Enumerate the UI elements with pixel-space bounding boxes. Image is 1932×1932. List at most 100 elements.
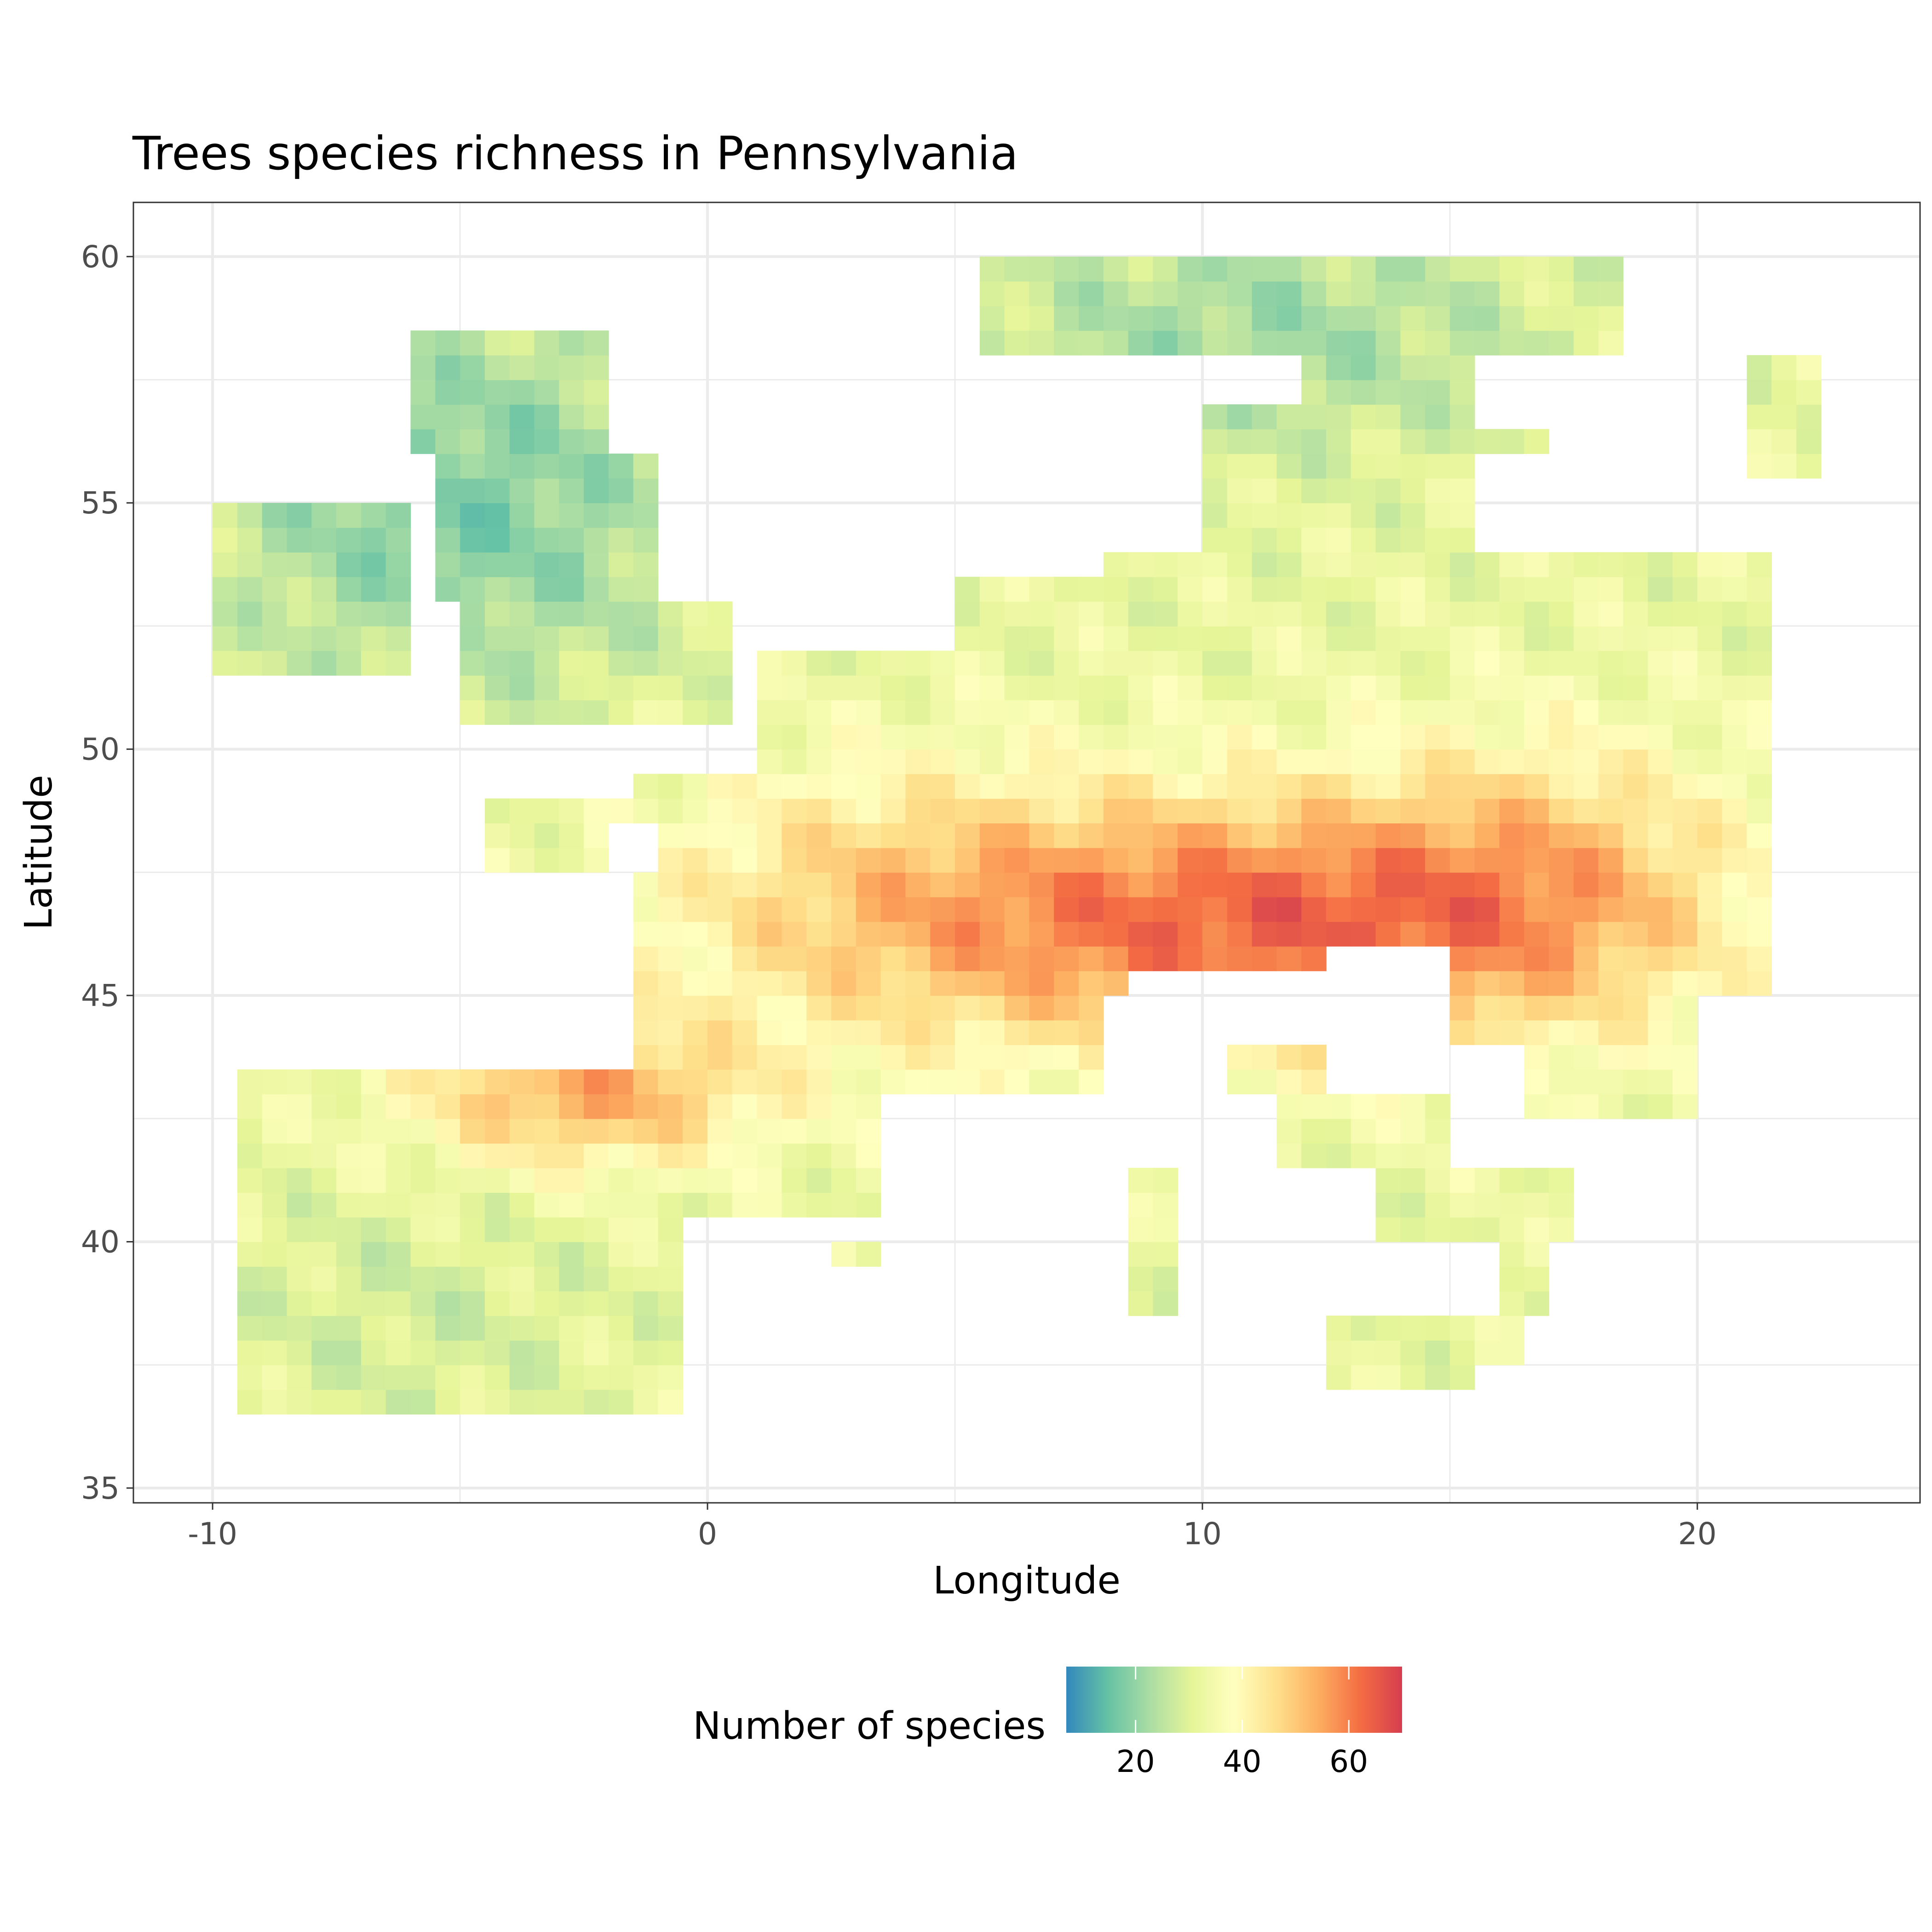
richness-cell <box>806 921 832 947</box>
richness-cell <box>1227 429 1253 454</box>
richness-cell <box>1499 576 1525 602</box>
x-tick-label: -10 <box>188 1516 237 1552</box>
richness-cell <box>1351 281 1376 306</box>
richness-cell <box>1400 1316 1426 1341</box>
x-tick-label: 20 <box>1678 1516 1717 1552</box>
richness-cell <box>831 1020 857 1045</box>
richness-cell <box>633 1291 659 1316</box>
richness-cell <box>608 675 634 701</box>
richness-cell <box>336 1143 362 1168</box>
richness-cell <box>930 971 955 996</box>
x-axis-title: Longitude <box>933 1559 1121 1603</box>
richness-cell <box>1499 330 1525 356</box>
richness-cell <box>1351 650 1376 676</box>
richness-cell <box>1004 995 1030 1021</box>
richness-cell <box>1351 749 1376 774</box>
richness-cell <box>955 823 980 848</box>
richness-cell <box>1648 1020 1673 1045</box>
richness-cell <box>336 601 362 627</box>
richness-cell <box>1178 601 1203 627</box>
richness-cell <box>385 1143 411 1168</box>
richness-cell <box>880 700 906 725</box>
richness-cell <box>361 527 386 553</box>
richness-cell <box>1747 552 1772 577</box>
richness-cell <box>484 1365 510 1390</box>
richness-cell <box>806 897 832 922</box>
x-axis: -10 0 10 20 <box>188 1503 1717 1552</box>
richness-cell <box>856 724 881 750</box>
richness-cell <box>1400 478 1426 503</box>
richness-cell <box>1474 576 1500 602</box>
richness-cell <box>509 650 535 676</box>
richness-cell <box>1276 724 1302 750</box>
richness-cell <box>806 1118 832 1144</box>
richness-cell <box>831 650 857 676</box>
richness-cell <box>732 995 758 1021</box>
richness-cell <box>1449 946 1475 972</box>
richness-cell <box>584 626 609 651</box>
richness-cell <box>509 1291 535 1316</box>
richness-cell <box>534 601 560 627</box>
richness-cell <box>262 552 288 577</box>
richness-cell <box>1747 626 1772 651</box>
richness-cell <box>534 380 560 405</box>
richness-cell <box>1276 454 1302 479</box>
richness-cell <box>1128 946 1154 972</box>
richness-cell <box>1202 576 1228 602</box>
richness-cell <box>1103 675 1129 701</box>
richness-cell <box>1747 798 1772 823</box>
richness-cell <box>385 1291 411 1316</box>
richness-cell <box>287 1118 312 1144</box>
richness-cell <box>1449 774 1475 799</box>
richness-cell <box>1623 774 1649 799</box>
richness-cell <box>1400 601 1426 627</box>
richness-cell <box>757 724 782 750</box>
richness-cell <box>361 552 386 577</box>
richness-cell <box>1573 1045 1599 1070</box>
richness-cell <box>880 897 906 922</box>
richness-cell <box>1128 1291 1154 1316</box>
richness-cell <box>1549 921 1574 947</box>
richness-cell <box>584 601 609 627</box>
richness-cell <box>559 503 584 528</box>
richness-cell <box>1079 897 1104 922</box>
richness-cell <box>1054 305 1079 331</box>
richness-cell <box>633 1389 659 1414</box>
richness-cell <box>385 650 411 676</box>
richness-cell <box>1697 576 1723 602</box>
richness-cell <box>1375 798 1401 823</box>
richness-cell <box>1351 380 1376 405</box>
richness-cell <box>1549 823 1574 848</box>
richness-cell <box>1301 921 1327 947</box>
richness-cell <box>1153 1217 1178 1242</box>
richness-cell <box>1673 971 1698 996</box>
richness-cell <box>707 1118 733 1144</box>
richness-cell <box>336 1389 362 1414</box>
richness-cell <box>1252 305 1277 331</box>
richness-cell <box>1276 576 1302 602</box>
richness-cell <box>1524 897 1549 922</box>
richness-cell <box>1425 404 1450 430</box>
richness-cell <box>484 1167 510 1193</box>
richness-cell <box>1697 626 1723 651</box>
richness-cell <box>435 527 460 553</box>
richness-cell <box>1673 1020 1698 1045</box>
richness-cell <box>979 256 1005 282</box>
richness-cell <box>534 527 560 553</box>
richness-cell <box>979 1045 1005 1070</box>
richness-cell <box>955 650 980 676</box>
richness-cell <box>237 626 263 651</box>
richness-cell <box>1227 774 1253 799</box>
richness-cell <box>213 626 238 651</box>
richness-cell <box>1351 700 1376 725</box>
richness-cell <box>336 1365 362 1390</box>
richness-cell <box>1499 650 1525 676</box>
richness-cell <box>831 798 857 823</box>
richness-cell <box>856 675 881 701</box>
richness-cell <box>1598 823 1624 848</box>
richness-cell <box>1276 675 1302 701</box>
richness-cell <box>1648 921 1673 947</box>
richness-cell <box>831 724 857 750</box>
richness-cell <box>1648 823 1673 848</box>
richness-cell <box>608 1389 634 1414</box>
